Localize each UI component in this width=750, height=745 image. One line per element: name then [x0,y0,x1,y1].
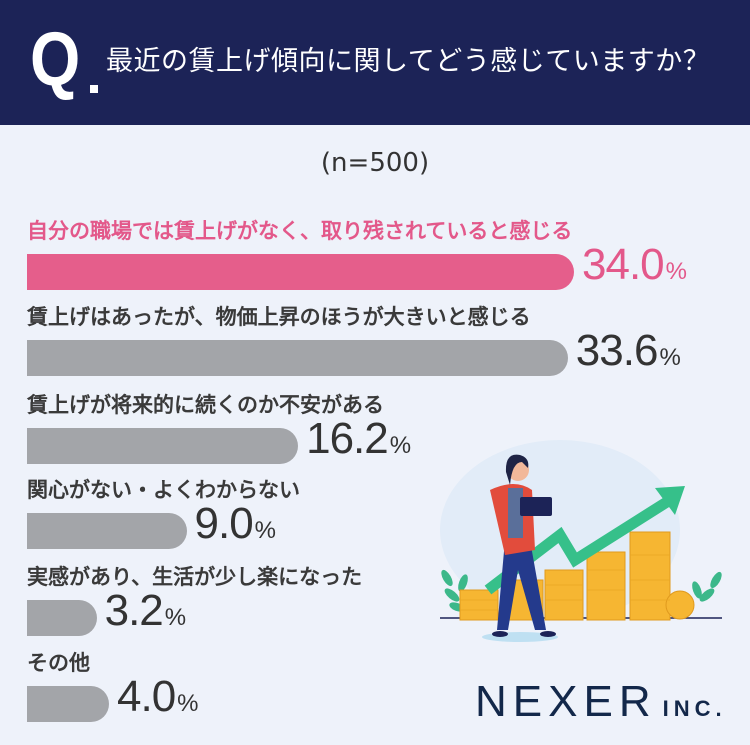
value-label: 9.0% [194,499,277,553]
category-label: 自分の職場では賃上げがなく、取り残されていると感じる [27,219,573,243]
bar-line: 16.2% [27,417,411,468]
logo-suffix: INC. [662,696,727,721]
bar [27,254,574,290]
value-label: 33.6% [575,326,681,380]
leaf-right-icon [692,571,722,602]
value-number: 34.0 [582,240,665,289]
category-label: その他 [27,651,90,675]
coin-lines [460,554,670,611]
bar-line: 33.6% [27,329,681,380]
value-number: 4.0 [117,672,176,721]
value-label: 4.0% [117,672,199,726]
value-unit: % [665,258,687,285]
bar-line: 3.2% [27,589,362,640]
value-label: 3.2% [104,586,187,640]
coin-stacks [459,531,695,621]
category-label: 実感があり、生活が少し楽になった [27,565,363,589]
value-number: 9.0 [194,499,254,548]
logo-main: NEXER [475,677,657,726]
q-dot [90,85,98,93]
woman-figure [482,454,558,642]
question-header: Q 最近の賃上げ傾向に関してどう感じていますか？ [0,0,750,125]
value-number: 3.2 [104,586,164,635]
value-unit: % [254,517,276,544]
nexer-logo: NEXER INC. [475,680,727,731]
question-title: 最近の賃上げ傾向に関してどう感じていますか？ [106,46,711,77]
category-label: 関心がない・よくわからない [27,478,300,502]
bar [27,513,187,549]
category-label: 賃上げが将来的に続くのか不安がある [27,393,384,417]
bar-row: 自分の職場では賃上げがなく、取り残されていると感じる 34.0% [27,218,687,294]
bar [27,686,109,722]
value-label: 34.0% [582,240,687,294]
bar-row: 賃上げはあったが、物価上昇のほうが大きいと感じる 33.6% [27,304,681,380]
bar [27,340,568,376]
bar [27,428,299,464]
sample-size: (n=500) [320,148,430,178]
value-unit: % [177,690,198,717]
bar-row: 関心がない・よくわからない 9.0% [27,477,300,553]
bar [27,600,97,636]
bar-row: その他 4.0% [27,650,199,726]
bar-line: 4.0% [27,675,199,726]
bar-line: 34.0% [27,243,687,294]
value-number: 33.6 [575,326,659,375]
bar-line: 9.0% [27,502,300,553]
q-mark: Q [30,17,81,102]
value-unit: % [164,604,186,631]
value-unit: % [389,432,411,459]
value-number: 16.2 [306,414,389,463]
value-unit: % [659,344,680,371]
bar-row: 賃上げが将来的に続くのか不安がある 16.2% [27,392,411,468]
bar-row: 実感があり、生活が少し楽になった 3.2% [27,564,362,640]
category-label: 賃上げはあったが、物価上昇のほうが大きいと感じる [27,305,531,329]
value-label: 16.2% [306,414,411,468]
leaf-left-icon [441,569,468,612]
